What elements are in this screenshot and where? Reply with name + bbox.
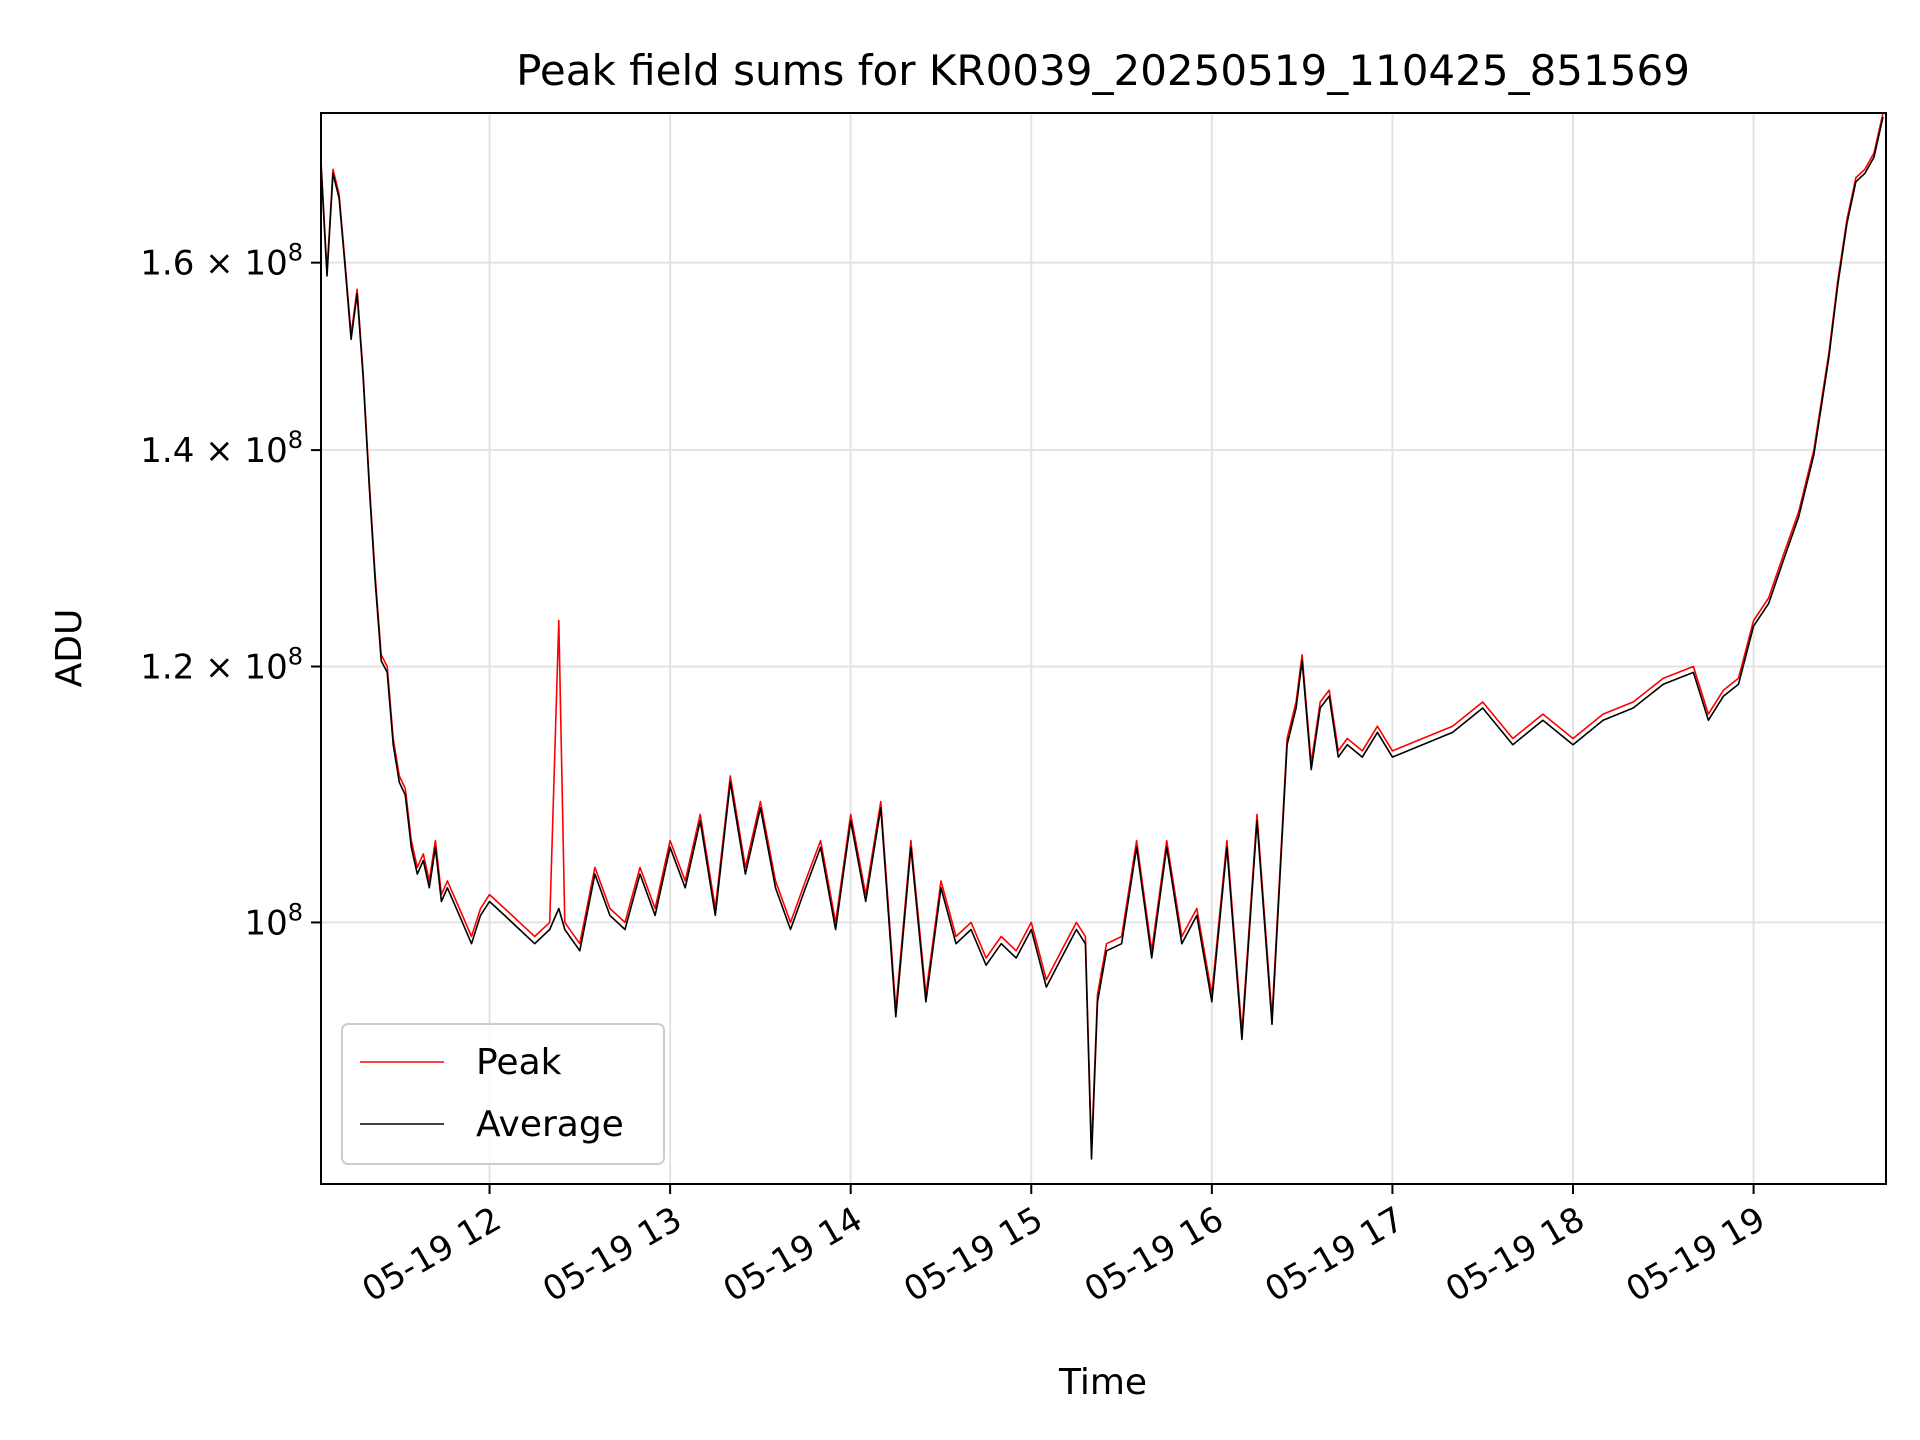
y-tick-label: 108 <box>244 898 303 943</box>
series-lines <box>320 112 1884 1160</box>
gridlines <box>321 113 1886 1184</box>
chart-title: Peak field sums for KR0039_20250519_1104… <box>516 46 1690 95</box>
y-tick-label: 1.2 × 108 <box>140 642 303 687</box>
plot-frame <box>320 112 1887 1185</box>
y-tick-label: 1.4 × 108 <box>140 426 303 471</box>
series-line-average <box>320 116 1884 1160</box>
legend-label-peak: Peak <box>476 1042 562 1083</box>
y-axis-ticks: 108 1.2 × 108 1.4 × 108 1.6 × 108 <box>140 239 321 943</box>
legend: Peak Average <box>341 1023 665 1165</box>
legend-box <box>341 1023 665 1165</box>
x-axis-label: Time <box>1058 1362 1147 1403</box>
y-tick-label: 1.6 × 108 <box>140 239 303 284</box>
legend-label-average: Average <box>476 1104 624 1145</box>
y-axis-label: ADU <box>49 609 90 688</box>
